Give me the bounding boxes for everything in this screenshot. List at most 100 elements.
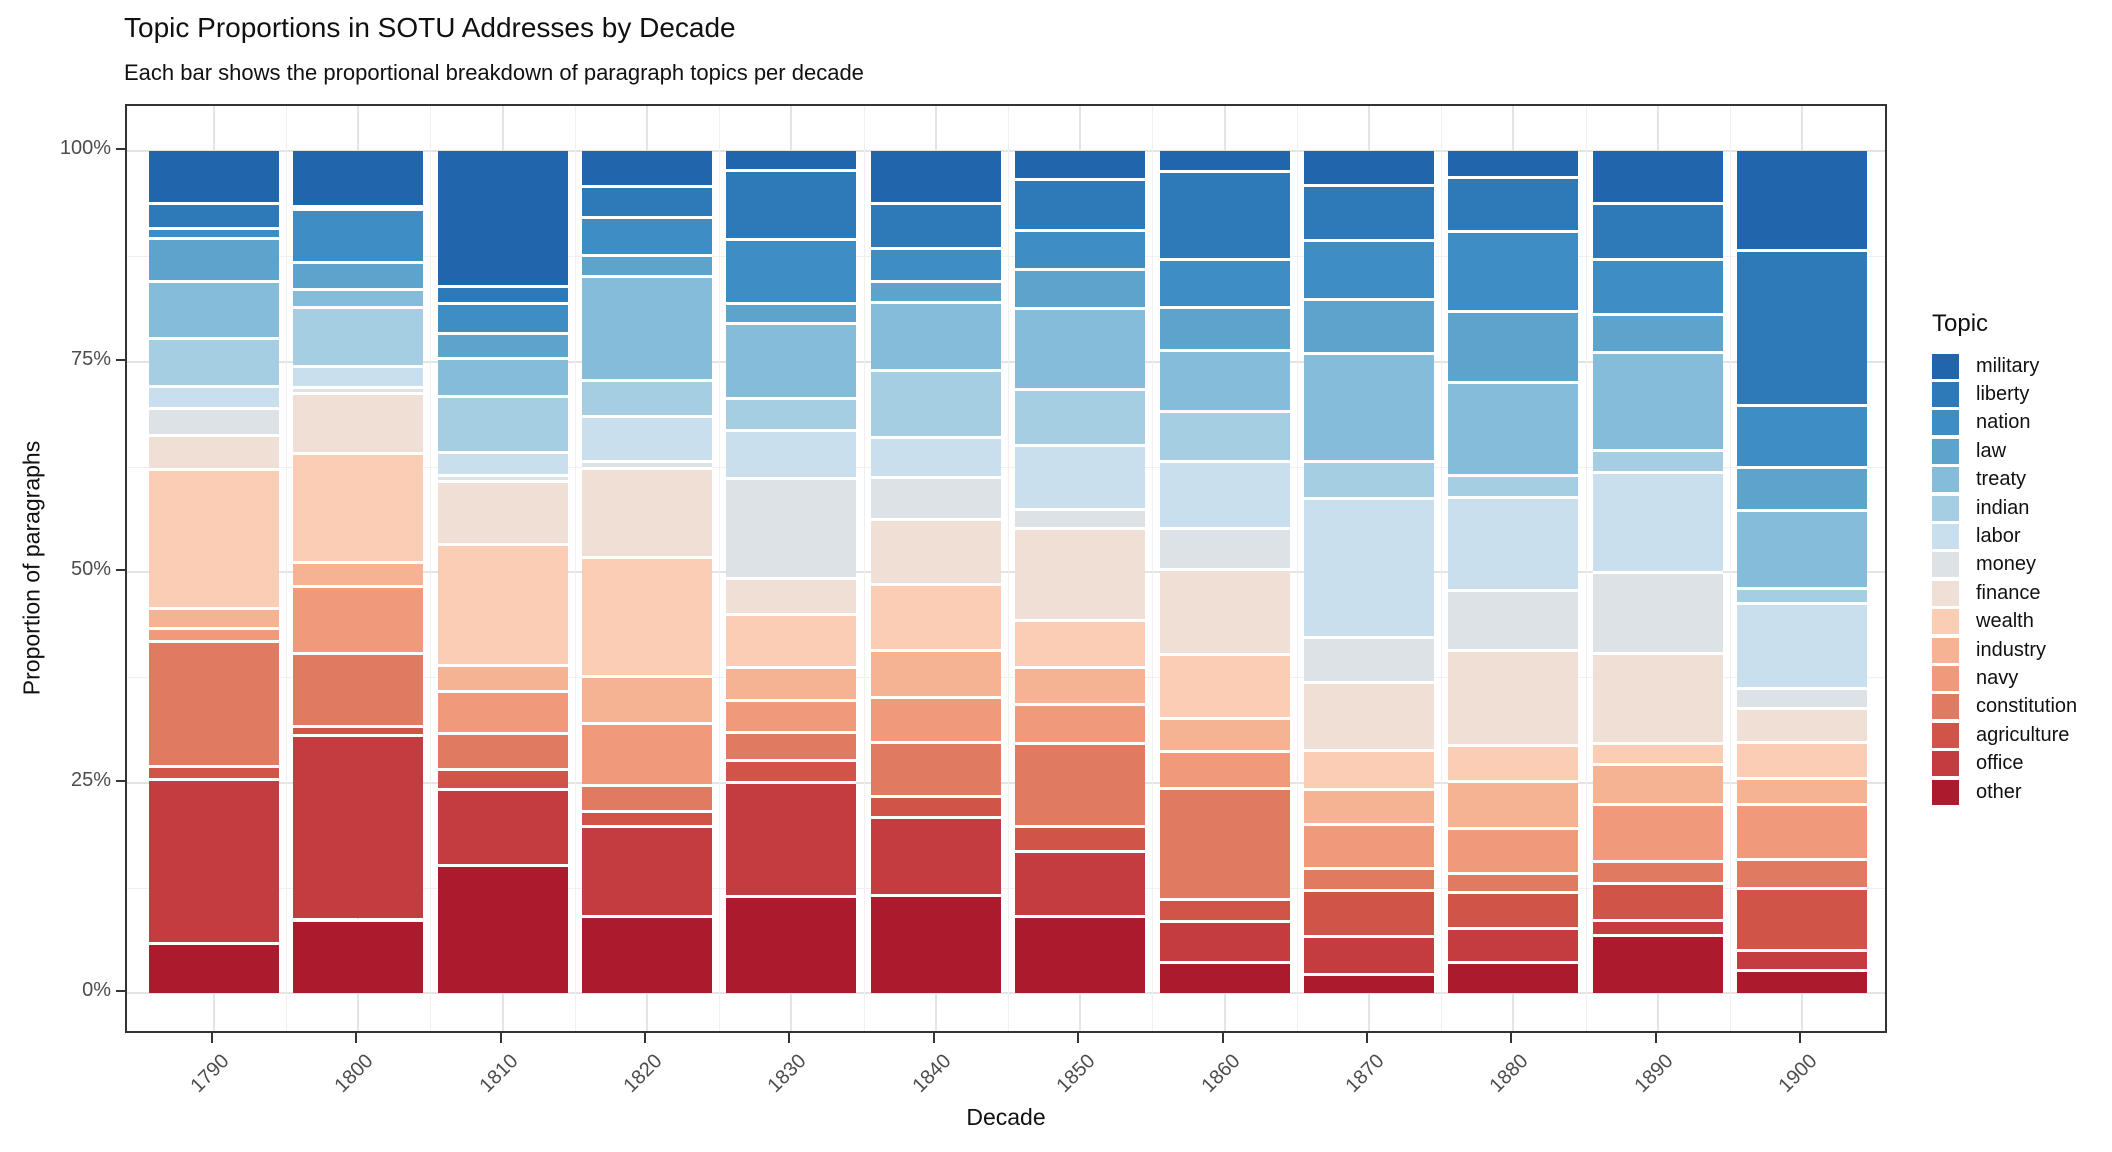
- segment-indian-1900: [1737, 587, 1868, 603]
- segment-military-1840: [870, 151, 1001, 203]
- x-tick-label-1800: 1800: [330, 1050, 378, 1098]
- segment-military-1820: [581, 151, 712, 186]
- legend-item-industry: industry: [1932, 636, 2077, 664]
- segment-agriculture-1880: [1448, 891, 1579, 928]
- gridline-major-y: [127, 150, 1885, 152]
- segment-nation-1810: [437, 302, 568, 332]
- segment-navy-1880: [1448, 827, 1579, 872]
- segment-indian-1870: [1304, 460, 1435, 497]
- legend-item-indian: indian: [1932, 494, 2077, 522]
- y-tick-label-25: 25%: [70, 768, 111, 791]
- segment-navy-1830: [726, 698, 857, 731]
- segment-military-1870: [1304, 151, 1435, 184]
- legend-swatch-agriculture: [1932, 722, 1959, 748]
- segment-finance-1890: [1592, 651, 1723, 743]
- segment-wealth-1840: [870, 582, 1001, 650]
- legend-label: nation: [1976, 411, 2031, 434]
- y-tick: [116, 990, 125, 992]
- segment-nation-1820: [581, 215, 712, 255]
- segment-industry-1900: [1737, 777, 1868, 803]
- segment-wealth-1800: [293, 452, 424, 562]
- segment-money-1880: [1448, 589, 1579, 649]
- segment-wealth-1880: [1448, 744, 1579, 781]
- segment-other-1900: [1737, 969, 1868, 993]
- segment-nation-1880: [1448, 230, 1579, 310]
- legend-item-labor: labor: [1932, 522, 2077, 550]
- segment-agriculture-1890: [1592, 881, 1723, 919]
- legend-item-office: office: [1932, 749, 2077, 777]
- segment-wealth-1870: [1304, 749, 1435, 789]
- segment-liberty-1820: [581, 185, 712, 216]
- x-tick-label-1840: 1840: [908, 1050, 956, 1098]
- gridline-minor-y: [127, 466, 1885, 468]
- x-tick-label-1900: 1900: [1774, 1050, 1822, 1098]
- segment-agriculture-1870: [1304, 889, 1435, 935]
- segment-money-1800: [293, 386, 424, 393]
- segment-other-1880: [1448, 961, 1579, 993]
- segment-law-1800: [293, 261, 424, 289]
- segment-liberty-1840: [870, 202, 1001, 248]
- x-tick: [1221, 1033, 1224, 1043]
- segment-other-1790: [148, 941, 279, 993]
- legend-swatch-wealth: [1932, 609, 1959, 635]
- segment-nation-1890: [1592, 257, 1723, 313]
- legend-item-military: military: [1932, 352, 2077, 380]
- legend-label: liberty: [1976, 383, 2030, 406]
- segment-finance-1870: [1304, 681, 1435, 750]
- segment-law-1860: [1159, 305, 1290, 349]
- bar-1880: [1448, 151, 1579, 993]
- legend-swatch-constitution: [1932, 694, 1959, 720]
- segment-law-1870: [1304, 298, 1435, 353]
- segment-industry-1890: [1592, 763, 1723, 803]
- segment-military-1810: [437, 151, 568, 286]
- bar-1870: [1304, 151, 1435, 993]
- x-tick-label-1790: 1790: [186, 1050, 234, 1098]
- legend: Topic military liberty nation law treaty indi…: [1932, 310, 2077, 806]
- segment-money-1860: [1159, 526, 1290, 569]
- segment-labor-1870: [1304, 496, 1435, 637]
- segment-industry-1810: [437, 664, 568, 690]
- legend-swatch-military: [1932, 353, 1959, 379]
- legend-item-money: money: [1932, 551, 2077, 579]
- bar-1850: [1015, 151, 1146, 993]
- legend-item-agriculture: agriculture: [1932, 721, 2077, 749]
- legend-label: constitution: [1976, 695, 2078, 718]
- segment-labor-1880: [1448, 495, 1579, 590]
- segment-military-1800: [293, 151, 424, 205]
- segment-navy-1870: [1304, 822, 1435, 868]
- y-tick-label-0: 0%: [82, 979, 111, 1001]
- legend-label: law: [1976, 439, 2007, 462]
- segment-office-1900: [1737, 949, 1868, 970]
- segment-finance-1850: [1015, 527, 1146, 620]
- x-tick: [1510, 1033, 1513, 1043]
- segment-military-1900: [1737, 151, 1868, 249]
- segment-navy-1840: [870, 696, 1001, 741]
- segment-wealth-1860: [1159, 653, 1290, 717]
- segment-labor-1860: [1159, 460, 1290, 527]
- segment-indian-1800: [293, 305, 424, 366]
- segment-law-1880: [1448, 309, 1579, 381]
- legend-swatch-indian: [1932, 495, 1959, 521]
- segment-liberty-1870: [1304, 183, 1435, 239]
- segment-labor-1840: [870, 435, 1001, 477]
- segment-office-1850: [1015, 850, 1146, 915]
- segment-liberty-1880: [1448, 176, 1579, 231]
- segment-law-1890: [1592, 312, 1723, 352]
- segment-treaty-1830: [726, 321, 857, 397]
- x-tick: [210, 1033, 213, 1043]
- x-tick-label-1860: 1860: [1197, 1050, 1245, 1098]
- segment-treaty-1820: [581, 274, 712, 379]
- segment-office-1840: [870, 816, 1001, 895]
- segment-labor-1820: [581, 415, 712, 460]
- segment-nation-1790: [148, 226, 279, 237]
- segment-finance-1800: [293, 392, 424, 453]
- y-axis-title: Proportion of paragraphs: [18, 440, 45, 696]
- legend-swatch-industry: [1932, 637, 1959, 663]
- segment-industry-1820: [581, 675, 712, 723]
- segment-office-1880: [1448, 927, 1579, 962]
- segment-liberty-1890: [1592, 202, 1723, 258]
- segment-wealth-1850: [1015, 619, 1146, 667]
- segment-money-1850: [1015, 507, 1146, 528]
- segment-wealth-1830: [726, 612, 857, 666]
- bar-1800: [293, 151, 424, 993]
